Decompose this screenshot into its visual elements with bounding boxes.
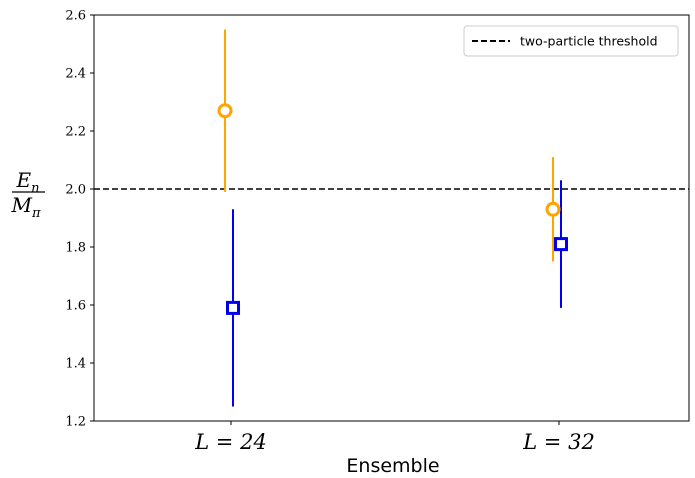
x-axis-label: Ensemble: [346, 455, 439, 477]
plot-frame: [93, 14, 690, 422]
y-tick-label: 1.2: [65, 415, 86, 430]
legend-threshold-label: two-particle threshold: [520, 34, 658, 49]
y-tick-label: 2.4: [65, 67, 86, 82]
square-marker: [226, 300, 240, 315]
circle-marker: [545, 201, 561, 217]
y-axis-label: En Mπ: [10, 168, 45, 221]
legend: two-particle threshold: [463, 25, 679, 57]
y-tick-label: 1.8: [65, 241, 86, 256]
y-tick-label: 1.6: [65, 299, 86, 314]
y-tick-label: 2.6: [65, 9, 86, 24]
y-axis-label-numerator: En: [16, 168, 40, 196]
x-tick-label: L = 32: [522, 430, 595, 454]
legend-frame: [463, 25, 679, 57]
y-tick-label: 1.4: [65, 357, 86, 372]
circle-marker: [217, 103, 233, 119]
x-tick-label: L = 24: [194, 430, 267, 454]
y-tick-label: 2.2: [65, 125, 86, 140]
y-tick-label: 2.0: [65, 183, 86, 198]
square-marker: [554, 237, 568, 252]
y-axis-label-denominator: Mπ: [10, 193, 40, 221]
